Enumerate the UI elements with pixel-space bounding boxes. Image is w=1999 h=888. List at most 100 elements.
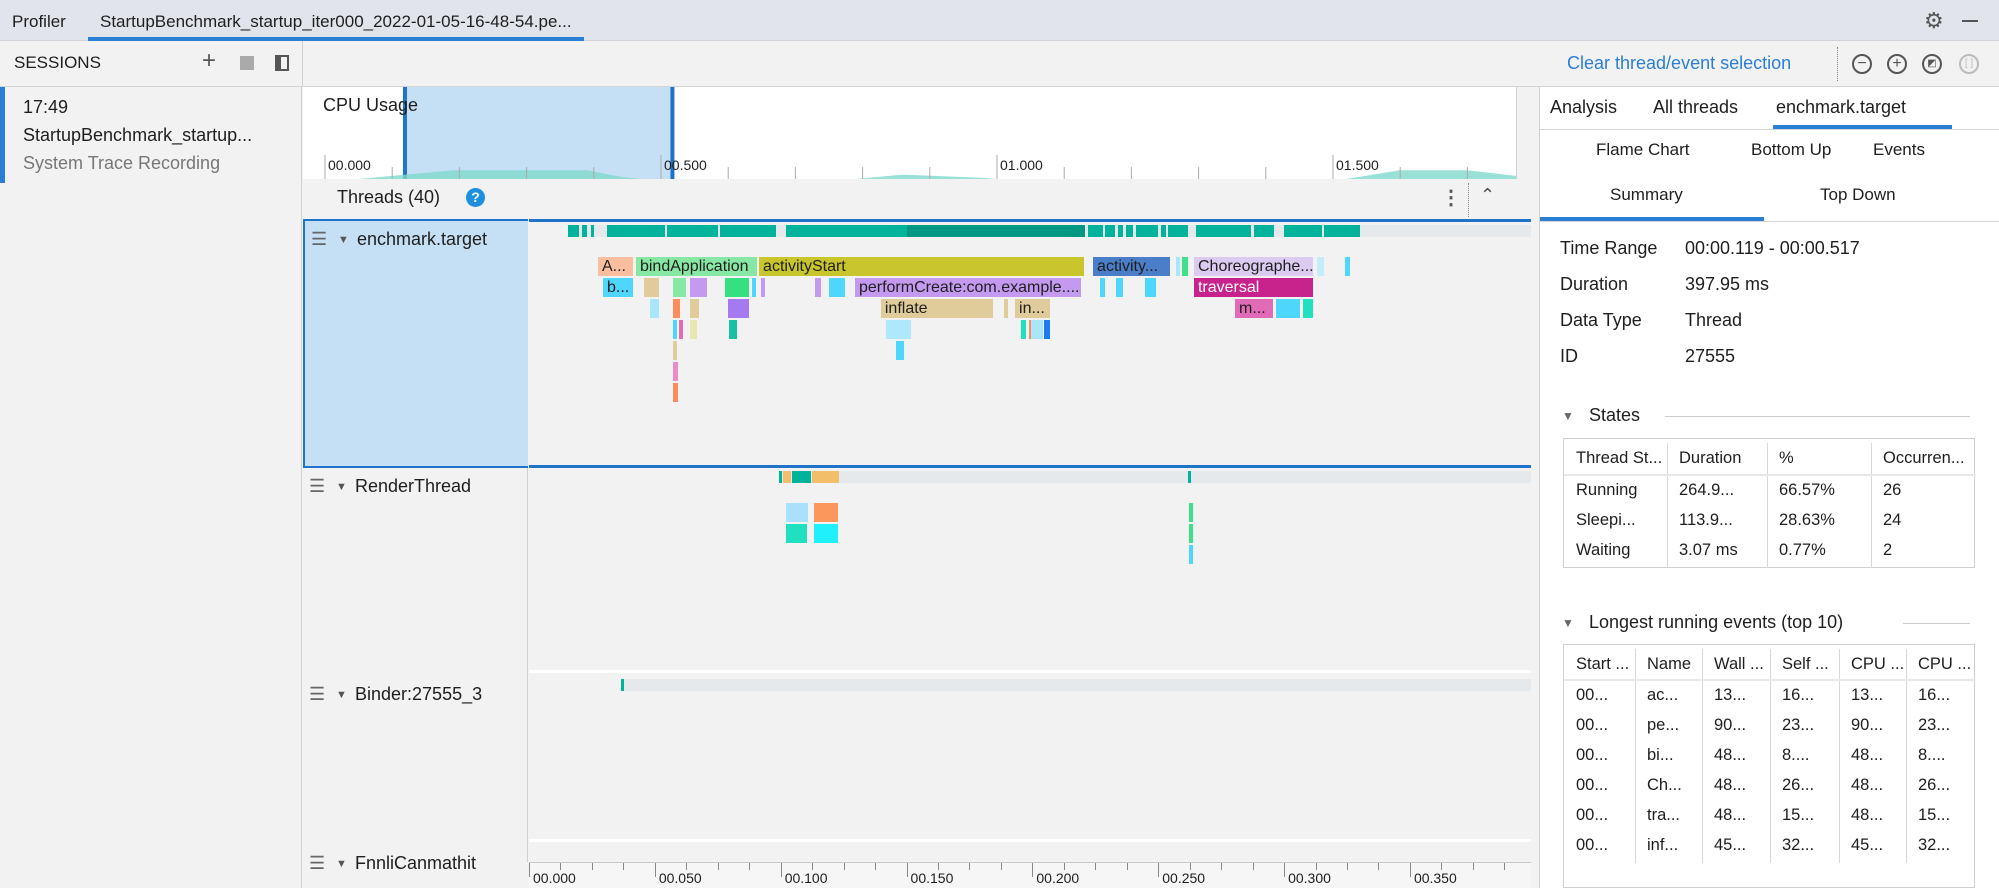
thread-state-segment[interactable]	[1324, 225, 1360, 237]
subtab-flame-chart[interactable]: Flame Chart	[1596, 140, 1690, 159]
trace-event[interactable]	[1115, 278, 1123, 297]
expand-triangle-icon[interactable]: ▼	[336, 858, 347, 870]
thread-state-segment[interactable]	[667, 225, 718, 237]
minimize-icon[interactable]	[1962, 20, 1978, 22]
column-header[interactable]: Duration	[1679, 449, 1742, 467]
thread-state-segment[interactable]	[1253, 225, 1275, 237]
trace-event[interactable]	[672, 299, 681, 318]
thread-state-segment[interactable]	[1188, 471, 1191, 483]
thread-state-segment[interactable]	[812, 471, 839, 483]
states-collapse-icon[interactable]: ▼	[1562, 409, 1574, 423]
subtab-top-down[interactable]: Top Down	[1820, 185, 1896, 204]
trace-event[interactable]	[672, 383, 678, 402]
drag-handle-icon[interactable]: ☰	[309, 476, 326, 496]
trace-event[interactable]	[729, 320, 737, 339]
trace-event[interactable]: b...	[602, 278, 633, 297]
reset-zoom-icon[interactable]: ◩	[1922, 54, 1942, 74]
trace-event[interactable]	[1043, 320, 1051, 339]
column-header[interactable]: Thread St...	[1576, 449, 1663, 467]
column-header[interactable]: %	[1779, 449, 1794, 467]
thread-label-3[interactable]: ☰ ▼ FnnliCanmathit	[303, 845, 528, 885]
expand-triangle-icon[interactable]: ▼	[336, 481, 347, 493]
help-icon[interactable]: ?	[466, 188, 485, 207]
thread-state-segment[interactable]	[1105, 225, 1116, 237]
thread-state-segment[interactable]	[1284, 225, 1322, 237]
thread-state-segment[interactable]	[778, 471, 782, 483]
trace-event[interactable]	[1188, 503, 1193, 522]
trace-event[interactable]	[761, 278, 766, 297]
thread-state-segment[interactable]	[1125, 225, 1134, 237]
table-row[interactable]: Running 264.9... 66.57% 26	[1564, 478, 1976, 508]
thread-state-segment[interactable]	[792, 471, 811, 483]
thread-track-2[interactable]	[529, 676, 1531, 842]
drag-handle-icon[interactable]: ☰	[309, 853, 326, 873]
table-row[interactable]: 00... tra... 48... 15... 48... 15...	[1564, 803, 1976, 833]
trace-event[interactable]	[650, 299, 659, 318]
thread-state-segment[interactable]	[783, 471, 791, 483]
table-row[interactable]: 00... ac... 13... 16... 13... 16...	[1564, 683, 1976, 713]
zoom-out-icon[interactable]: −	[1852, 54, 1872, 74]
trace-event[interactable]	[672, 278, 687, 297]
thread-track-3[interactable]	[529, 845, 1531, 862]
tab-all-threads[interactable]: All threads	[1653, 97, 1739, 117]
thread-state-segment[interactable]	[607, 225, 665, 237]
tab-trace-file[interactable]: StartupBenchmark_startup_iter000_2022-01…	[88, 0, 584, 41]
trace-event[interactable]: m...	[1235, 299, 1274, 318]
thread-state-segment[interactable]	[620, 679, 625, 691]
trace-event[interactable]	[644, 278, 659, 297]
thread-state-segment[interactable]	[1196, 225, 1252, 237]
collapse-threads-icon[interactable]: ⌃	[1480, 185, 1496, 205]
trace-event[interactable]	[690, 299, 699, 318]
trace-event[interactable]	[672, 320, 677, 339]
trace-event[interactable]	[725, 278, 749, 297]
trace-event[interactable]: activity...	[1093, 257, 1171, 276]
cpu-usage-chart[interactable]: CPU Usage 00.000 00.500 01.000 01.500	[303, 87, 1517, 179]
trace-event[interactable]	[1176, 257, 1181, 276]
trace-event[interactable]	[1189, 545, 1194, 564]
thread-state-segment[interactable]	[568, 225, 580, 237]
trace-event[interactable]: in...	[1015, 299, 1051, 318]
tab-enchmark-target[interactable]: enchmark.target	[1776, 97, 1907, 117]
zoom-to-selection-icon[interactable]: [ ]	[1959, 54, 1979, 74]
expand-triangle-icon[interactable]: ▼	[336, 689, 347, 701]
trace-event[interactable]: activityStart	[759, 257, 1084, 276]
table-row[interactable]: Sleepi... 113.9... 28.63% 24	[1564, 508, 1976, 538]
expand-triangle-icon[interactable]: ▼	[338, 234, 349, 246]
zoom-in-icon[interactable]: +	[1887, 54, 1907, 74]
trace-event[interactable]	[1317, 257, 1325, 276]
trace-event[interactable]: performCreate:com.example....	[854, 278, 1081, 297]
tab-analysis[interactable]: Analysis	[1550, 97, 1618, 117]
trace-event[interactable]	[752, 278, 756, 297]
thread-track-0[interactable]: A... bindApplication activityStart activity…	[529, 219, 1531, 468]
thread-state-segment[interactable]	[1168, 225, 1189, 237]
selection-start-handle[interactable]	[402, 87, 407, 179]
table-row[interactable]: 00... inf... 45... 32... 45... 32...	[1564, 833, 1976, 863]
longest-collapse-icon[interactable]: ▼	[1562, 616, 1574, 630]
trace-event[interactable]: traversal	[1193, 278, 1314, 297]
trace-event[interactable]	[1181, 257, 1188, 276]
table-row[interactable]: Waiting 3.07 ms 0.77% 2	[1564, 538, 1976, 568]
trace-event[interactable]	[1030, 320, 1043, 339]
subtab-bottom-up[interactable]: Bottom Up	[1751, 140, 1832, 159]
column-header[interactable]: Start ...	[1576, 655, 1630, 673]
clear-selection-link[interactable]: Clear thread/event selection	[1567, 53, 1792, 73]
trace-event[interactable]	[1144, 278, 1156, 297]
column-header[interactable]: Wall ...	[1714, 655, 1764, 673]
more-options-icon[interactable]: ⋮	[1441, 187, 1461, 209]
table-row[interactable]: 00... Ch... 48... 26... 48... 26...	[1564, 773, 1976, 803]
trace-event[interactable]	[814, 278, 821, 297]
thread-state-segment[interactable]	[1135, 225, 1159, 237]
trace-event[interactable]	[678, 320, 683, 339]
trace-event[interactable]	[1302, 299, 1314, 318]
table-row[interactable]: 00... pe... 90... 23... 90... 23...	[1564, 713, 1976, 743]
thread-state-segment[interactable]	[906, 225, 1086, 237]
column-header[interactable]: CPU ...	[1851, 655, 1904, 673]
selection-end-handle[interactable]	[670, 87, 675, 179]
thread-state-segment[interactable]	[1087, 225, 1103, 237]
thread-label-1[interactable]: ☰ ▼ RenderThread	[303, 468, 528, 673]
trace-event[interactable]	[1276, 299, 1300, 318]
trace-event[interactable]	[1345, 257, 1351, 276]
drag-handle-icon[interactable]: ☰	[309, 684, 326, 704]
thread-state-segment[interactable]	[1117, 225, 1123, 237]
thread-track-1[interactable]	[529, 468, 1531, 673]
